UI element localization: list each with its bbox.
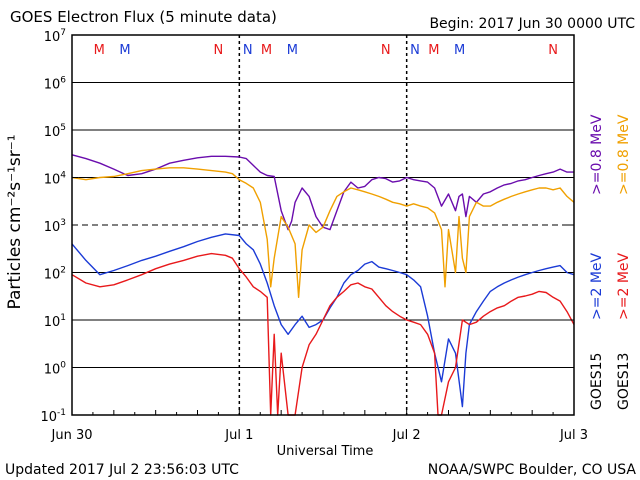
x-tick-label-1: Jul 1 — [224, 428, 253, 443]
energy-label-1-0: >=2 MeV — [616, 252, 632, 320]
begin-time: Begin: 2017 Jun 30 0000 UTC — [429, 16, 635, 32]
series-layer — [71, 154, 575, 416]
marker-label-8: M — [428, 43, 439, 58]
updated-time: Updated 2017 Jul 2 23:56:03 UTC — [5, 462, 239, 478]
series-line-0 — [71, 154, 574, 231]
grid — [72, 35, 574, 415]
marker-label-9: M — [454, 43, 465, 58]
chart-title: GOES Electron Flux (5 minute data) — [10, 8, 277, 26]
y-tick-label-4: 103 — [44, 218, 66, 235]
marker-label-2: N — [214, 43, 224, 58]
satellite-label-1: GOES13 — [616, 353, 632, 410]
series-line-2 — [71, 233, 575, 408]
marker-label-0: M — [94, 43, 105, 58]
legend-labels: GOES15 >=2 MeV >=0.8 MeV GOES13 >=2 MeV >=0.8… — [589, 114, 632, 410]
marker-label-7: N — [410, 43, 420, 58]
plot-frame — [71, 34, 575, 416]
series-line-1 — [71, 167, 575, 298]
satellite-label-0: GOES15 — [589, 353, 605, 410]
x-tick-label-3: Jul 3 — [559, 428, 588, 443]
x-axis: Jun 30 Jul 1 Jul 2 Jul 3 — [51, 407, 588, 443]
marker-label-4: M — [261, 43, 272, 58]
marker-label-1: M — [119, 43, 130, 58]
y-tick-label-0: 10-1 — [40, 408, 66, 425]
y-tick-label-6: 105 — [44, 123, 66, 140]
marker-label-3: N — [243, 43, 253, 58]
y-axis: 10-1 100 101 102 103 104 105 106 107 — [40, 28, 574, 425]
series-line-3 — [71, 252, 575, 416]
energy-label-0-0: >=2 MeV — [589, 252, 605, 320]
energy-label-1-1: >=0.8 MeV — [616, 114, 632, 195]
y-tick-label-1: 100 — [44, 361, 67, 378]
energy-label-0-1: >=0.8 MeV — [589, 114, 605, 195]
credit-text: NOAA/SWPC Boulder, CO USA — [428, 462, 637, 478]
x-axis-label: Universal Time — [277, 444, 374, 459]
y-tick-label-5: 104 — [44, 171, 67, 188]
y-tick-label-3: 102 — [44, 266, 66, 283]
x-tick-label-2: Jul 2 — [392, 428, 421, 443]
y-axis-label: Particles cm⁻²s⁻¹sr⁻¹ — [5, 134, 25, 309]
marker-label-6: N — [381, 43, 391, 58]
marker-label-5: M — [287, 43, 298, 58]
x-tick-label-0: Jun 30 — [51, 428, 93, 443]
y-tick-label-2: 101 — [44, 313, 66, 330]
y-tick-label-8: 107 — [44, 28, 66, 45]
y-tick-label-7: 106 — [44, 76, 67, 93]
marker-label-10: N — [548, 43, 558, 58]
